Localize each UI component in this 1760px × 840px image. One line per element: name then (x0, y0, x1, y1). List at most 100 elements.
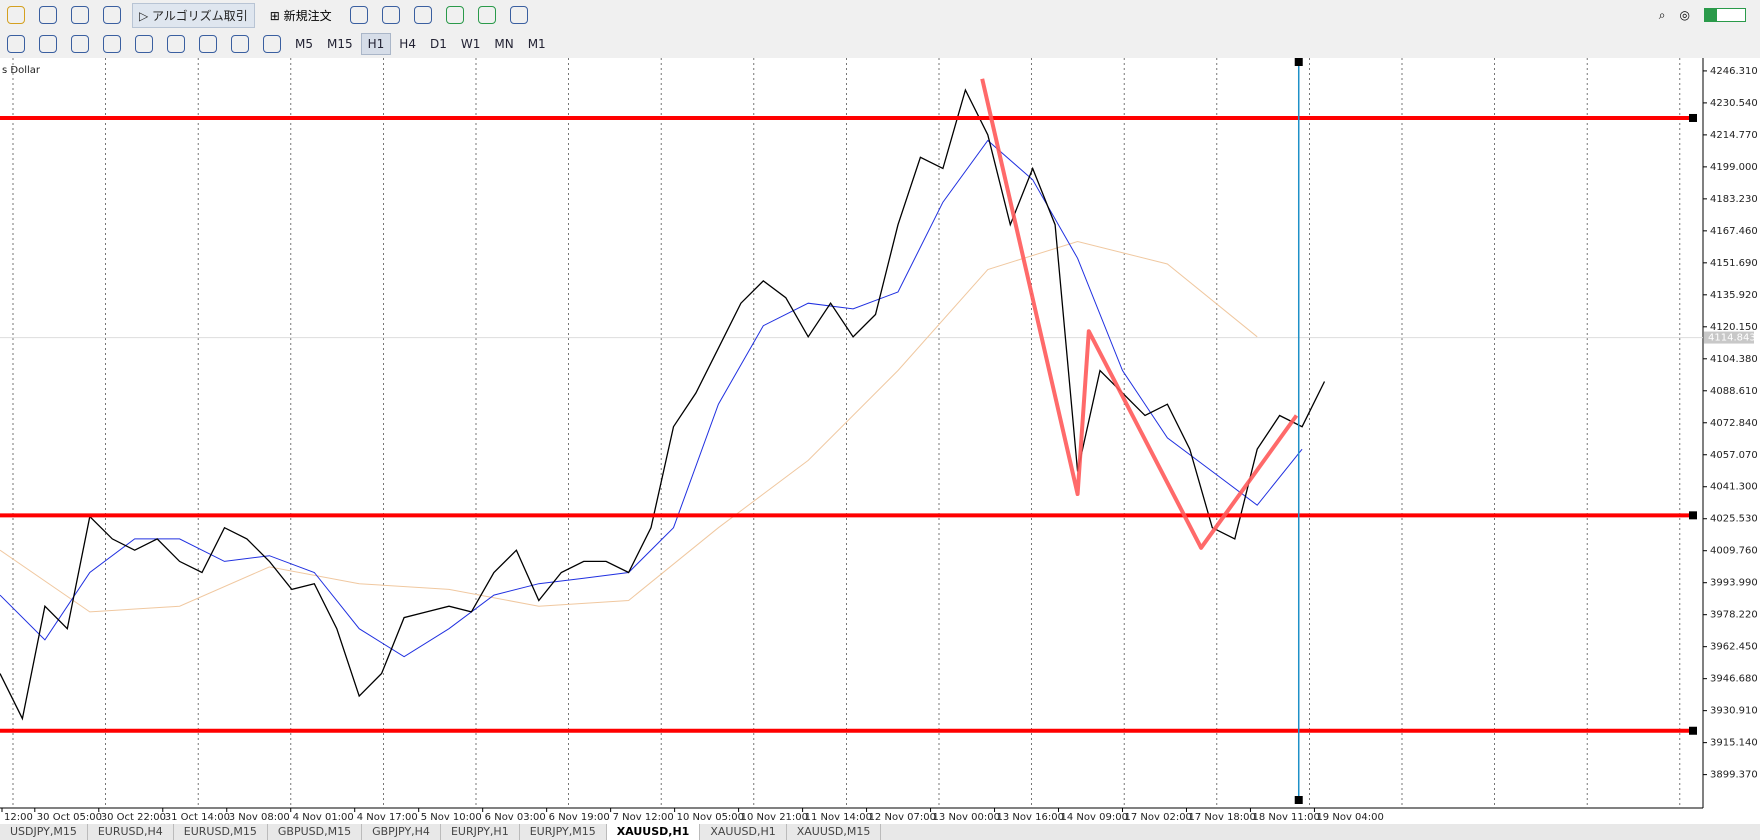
icon[interactable] (71, 6, 89, 24)
x-tick-label: 17 Nov 02:00 (1125, 812, 1192, 823)
timeframe-button[interactable]: M1 (527, 37, 546, 51)
main-toolbar: ▷ アルゴリズム取引 ⊞ 新規注文 ⌕ ◎ (0, 0, 1760, 30)
close-line (0, 88, 1326, 721)
y-tick-label: 4246.310 (1710, 66, 1758, 77)
timeframe-button[interactable]: M5 (295, 37, 313, 51)
level-handle (1689, 511, 1697, 520)
icon[interactable] (477, 6, 496, 24)
tile[interactable] (413, 6, 432, 24)
x-tick-label: 30 Oct 05:00 (37, 812, 102, 823)
search-icon[interactable]: ⌕ (1658, 7, 1666, 22)
ma-slow-line (0, 240, 1258, 613)
screenshot[interactable] (509, 6, 528, 24)
icon[interactable] (71, 35, 89, 53)
chart-tab[interactable]: XAUUSD,H1 (700, 824, 787, 840)
vertical-line-handle (1294, 58, 1303, 66)
current-price-label: 4114.843 (1708, 333, 1756, 344)
plot-area (0, 58, 1703, 808)
icon[interactable] (231, 35, 249, 53)
new-order-button[interactable]: ⊞ 新規注文 (269, 8, 332, 23)
x-tick-label: 13 Nov 00:00 (933, 812, 1000, 823)
x-tick-label: 14 Nov 09:00 (1061, 812, 1128, 823)
timeframe-button[interactable]: D1 (429, 37, 447, 51)
y-tick-label: 4041.300 (1710, 482, 1758, 493)
y-tick-label: 4009.760 (1710, 546, 1758, 557)
level-handle (1689, 726, 1697, 735)
x-tick-label: 11 Nov 14:00 (805, 812, 872, 823)
icon[interactable] (39, 35, 57, 53)
x-tick-label: 30 Oct 22:00 (101, 812, 166, 823)
icon[interactable] (103, 6, 121, 24)
x-tick-label: 5 Nov 10:00 (421, 812, 482, 823)
x-tick-label: 19 Nov 04:00 (1316, 812, 1383, 823)
chart-tab[interactable]: EURUSD,H4 (88, 824, 174, 840)
chart-tab[interactable]: EURUSD,M15 (174, 824, 268, 840)
ma-fast-line (0, 139, 1303, 658)
zoom-out[interactable] (381, 6, 400, 24)
icon[interactable] (103, 35, 121, 53)
chart-tab[interactable]: GBPJPY,H4 (362, 824, 441, 840)
x-tick-label: 4 Nov 17:00 (357, 812, 418, 823)
y-tick-label: 4120.150 (1710, 322, 1758, 333)
icon[interactable] (167, 35, 185, 53)
zigzag-line (980, 78, 1299, 550)
y-tick-label: 4072.840 (1710, 418, 1758, 429)
tab-bar: USDJPY,M15 EURUSD,H4 EURUSD,M15 GBPUSD,M15 G… (0, 824, 1760, 840)
icon[interactable] (7, 6, 25, 24)
x-tick-label: 7 Nov 12:00 (613, 812, 674, 823)
x-tick-label: 18 Nov 11:00 (1252, 812, 1319, 823)
y-tick-label: 4135.920 (1710, 290, 1758, 301)
icon[interactable] (135, 35, 153, 53)
icon[interactable] (7, 35, 25, 53)
current-price-box (1704, 331, 1754, 344)
timeframe-button[interactable]: W1 (460, 37, 481, 51)
timeframe-button[interactable]: H1 (360, 33, 392, 55)
y-tick-label: 4151.690 (1710, 258, 1758, 269)
chart-tab[interactable]: USDJPY,M15 (0, 824, 88, 840)
drawing-toolbar: M5 M15 H1 H4 D1 W1 MN M1 (0, 30, 1760, 58)
timeframe-button[interactable]: H4 (399, 37, 416, 51)
chart-tab[interactable]: EURJPY,M15 (520, 824, 607, 840)
chart: s Dollar 4246.310 4230.540 4214.770 4199.00… (0, 58, 1758, 823)
y-tick-label: 3993.990 (1710, 578, 1758, 589)
y-tick-label: 3899.370 (1710, 770, 1758, 781)
x-tick-label: 12 Nov 07:00 (869, 812, 936, 823)
icon[interactable] (199, 35, 217, 53)
button-label: 新規注文 (283, 8, 332, 23)
y-tick-label: 3930.910 (1710, 706, 1758, 717)
x-tick-label: 4 Nov 01:00 (293, 812, 354, 823)
y-tick-label: 4057.070 (1710, 450, 1758, 461)
account-icon[interactable]: ◎ (1679, 8, 1690, 22)
x-tick-label: 6 Nov 03:00 (485, 812, 546, 823)
x-tick-label: 10 Nov 21:00 (741, 812, 808, 823)
timeframe-button[interactable]: MN (494, 37, 514, 51)
y-tick-label: 4025.530 (1710, 514, 1758, 525)
chart-tab[interactable]: XAUUSD,M15 (787, 824, 882, 840)
y-tick-label: 4199.000 (1710, 162, 1758, 173)
timeframe-button[interactable]: M15 (327, 37, 353, 51)
y-tick-label: 3915.140 (1710, 738, 1758, 749)
vertical-line-handle (1294, 796, 1303, 804)
y-tick-label: 4230.540 (1710, 98, 1758, 109)
symbol-label: s Dollar (2, 65, 41, 76)
y-tick-label: 4088.610 (1710, 386, 1758, 397)
chart-tab[interactable]: XAUUSD,H1 (606, 824, 701, 840)
x-tick-label: 6 Nov 19:00 (549, 812, 610, 823)
icon[interactable] (263, 35, 281, 53)
chart-tab[interactable]: EURJPY,H1 (441, 824, 520, 840)
icon[interactable] (39, 6, 57, 24)
button-label: アルゴリズム取引 (152, 8, 248, 23)
x-tick-label: 10 Nov 05:00 (677, 812, 744, 823)
zoom-in[interactable] (349, 6, 368, 24)
y-tick-label: 4104.380 (1710, 354, 1758, 365)
x-tick-label: 31 Oct 14:00 (165, 812, 230, 823)
x-tick-label: 3 Nov 08:00 (229, 812, 290, 823)
y-tick-label: 4214.770 (1710, 130, 1758, 141)
y-tick-label: 3962.450 (1710, 642, 1758, 653)
icon[interactable] (445, 6, 464, 24)
y-tick-label: 3946.680 (1710, 674, 1758, 685)
algo-trading-button[interactable]: ▷ アルゴリズム取引 (132, 2, 255, 28)
signal-icon (1704, 8, 1746, 22)
chart-tab[interactable]: GBPUSD,M15 (268, 824, 363, 840)
